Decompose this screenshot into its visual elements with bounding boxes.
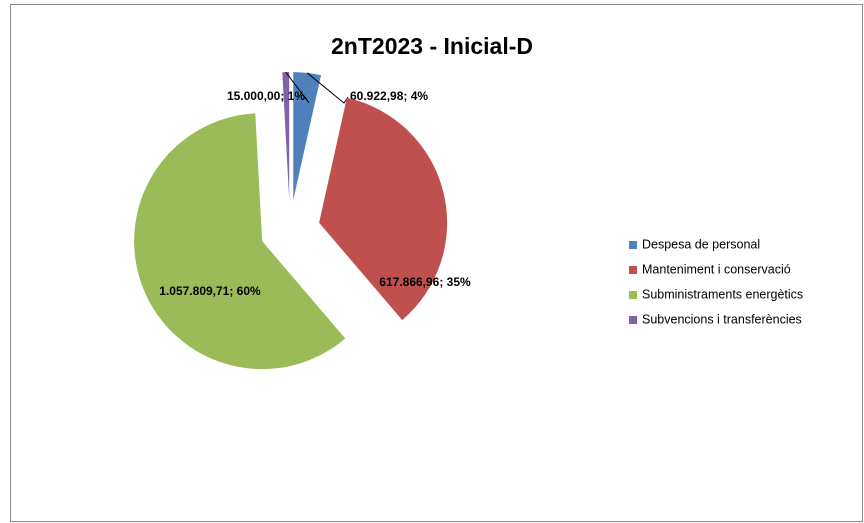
legend-swatch xyxy=(629,316,637,324)
legend-swatch xyxy=(629,266,637,274)
pie-slice xyxy=(282,72,290,201)
data-label: 1.057.809,71; 60% xyxy=(159,284,261,298)
legend-label: Manteniment i conservació xyxy=(642,262,791,276)
data-label: 15.000,00; 1% xyxy=(227,89,305,103)
chart-title: 2nT2023 - Inicial-D xyxy=(331,33,533,59)
legend-swatch xyxy=(629,241,637,249)
pie-slice xyxy=(293,72,322,201)
legend-swatch xyxy=(629,291,637,299)
legend-label: Subministraments energètics xyxy=(642,287,803,301)
legend-label: Subvencions i transferències xyxy=(642,312,802,326)
leader-line xyxy=(285,71,310,104)
data-label: 60.922,98; 4% xyxy=(350,89,428,103)
data-label: 617.866,96; 35% xyxy=(379,275,471,289)
legend-label: Despesa de personal xyxy=(642,237,760,251)
pie-slice xyxy=(134,113,346,370)
pie-slice xyxy=(319,97,448,321)
